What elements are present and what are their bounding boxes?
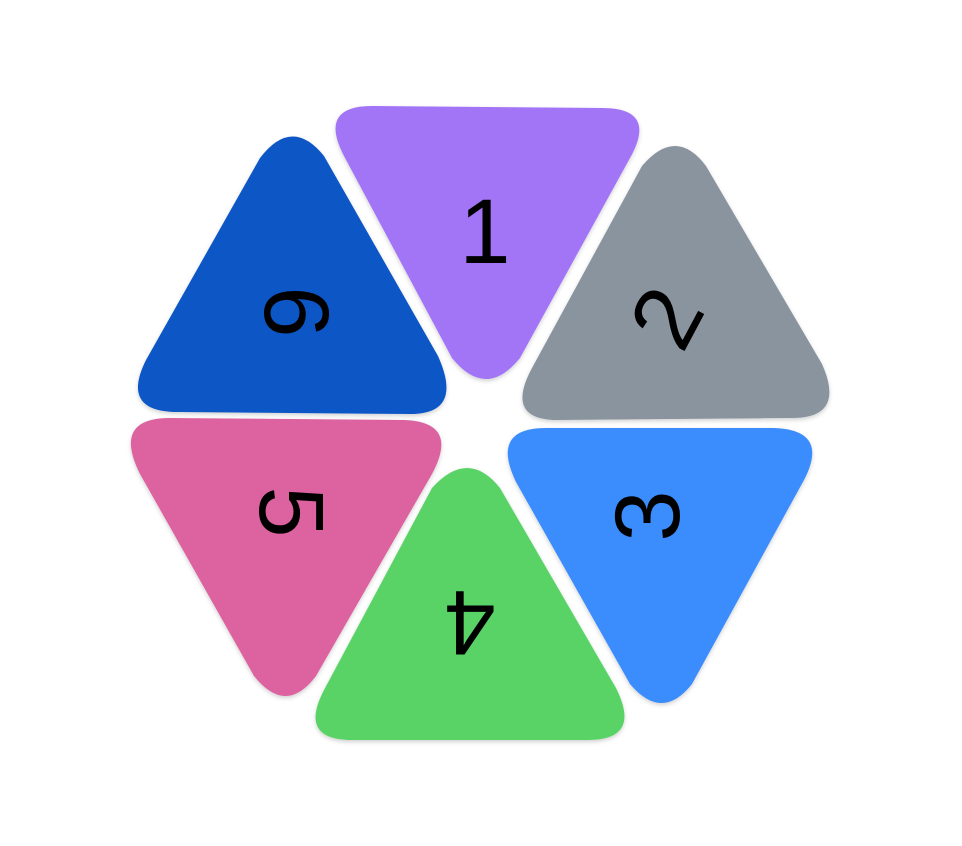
triangle-3: 3 [507, 428, 813, 703]
triangle-3-label: 3 [597, 490, 699, 541]
triangle-5-shape [130, 418, 442, 696]
triangle-4-label: 4 [444, 571, 495, 673]
triangle-4: 4 [315, 468, 625, 740]
triangle-5-label: 5 [240, 486, 342, 537]
triangle-1-label: 1 [459, 181, 510, 283]
triangle-2-shape [522, 146, 830, 420]
triangle-6-label: 6 [245, 286, 347, 337]
triangle-6: 6 [137, 136, 447, 415]
triangle-4-shape [315, 468, 625, 740]
triangle-2: 2 [522, 146, 830, 420]
triangle-5: 5 [130, 418, 442, 696]
triangle-6-shape [137, 136, 447, 415]
triangle-1: 1 [335, 106, 640, 379]
triangle-1-shape [335, 106, 640, 379]
triangle-3-shape [507, 428, 813, 703]
